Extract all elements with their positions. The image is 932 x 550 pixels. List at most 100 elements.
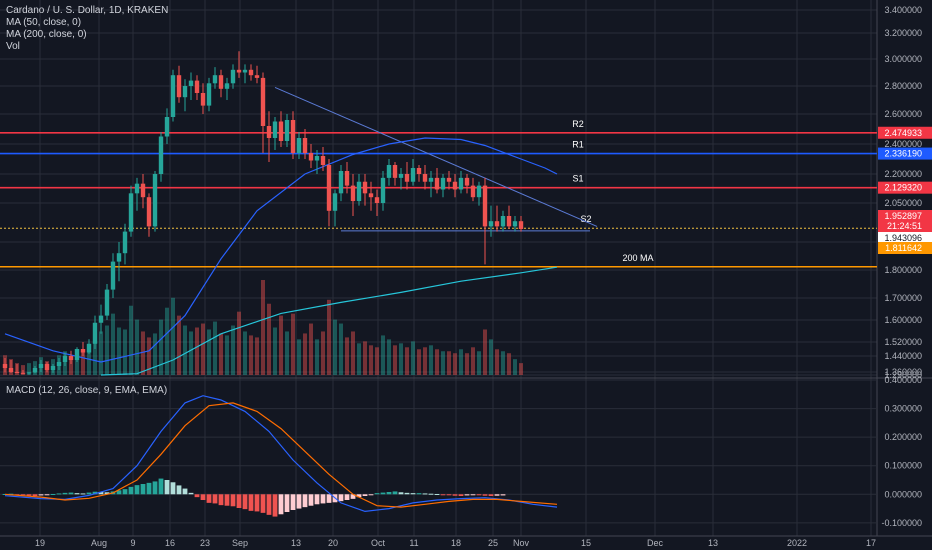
macd-histogram-bar — [278, 494, 284, 515]
candle-body — [290, 120, 296, 153]
price-label-box — [878, 210, 932, 222]
volume-bar — [213, 321, 217, 375]
macd-histogram-bar — [314, 494, 320, 505]
volume-bar — [507, 353, 511, 375]
volume-bar — [267, 303, 271, 375]
candle-body — [506, 216, 512, 227]
candle-body — [266, 126, 272, 138]
macd-histogram-bar — [38, 494, 44, 496]
candle-body — [254, 75, 260, 78]
macd-y-tick-label: 0.300000 — [884, 404, 922, 414]
symbol-title[interactable]: Cardano / U. S. Dollar, 1D, KRAKEN — [6, 5, 169, 16]
candle-body — [134, 183, 140, 194]
candle-body — [110, 261, 116, 290]
volume-bar — [75, 353, 79, 375]
price-label: 2.474933 — [884, 128, 922, 138]
x-tick-label: 9 — [130, 538, 135, 548]
candle-body — [416, 168, 422, 174]
x-tick-label: 13 — [708, 538, 718, 548]
y-tick-label: 3.200000 — [884, 28, 922, 38]
volume-bar — [171, 297, 175, 375]
price-label-box — [878, 242, 932, 254]
x-tick-label: 13 — [291, 538, 301, 548]
macd-histogram-bar — [260, 494, 266, 513]
ma200-line — [100, 266, 558, 376]
price-label: 1.943096 — [884, 233, 922, 243]
x-tick-label: 18 — [451, 538, 461, 548]
candle-body — [140, 183, 146, 198]
macd-histogram-bar — [80, 493, 86, 495]
candle-body — [128, 193, 134, 232]
y-tick-label: 1.440000 — [884, 351, 922, 361]
volume-bar — [369, 345, 373, 375]
macd-histogram-bar — [272, 494, 278, 517]
candle-body — [392, 165, 398, 178]
volume-bar — [183, 325, 187, 375]
macd-histogram-bar — [452, 494, 458, 496]
macd-histogram-bar — [500, 494, 506, 496]
x-tick-label: 17 — [866, 538, 876, 548]
candle-body — [320, 156, 326, 165]
macd-histogram-bar — [374, 493, 380, 495]
macd-histogram-bar — [194, 494, 200, 498]
indicator-macd[interactable]: MACD (12, 26, close, 9, EMA, EMA) — [6, 385, 168, 396]
candle-body — [338, 171, 344, 194]
x-tick-label: 20 — [328, 538, 338, 548]
candle-body — [260, 77, 266, 126]
macd-legend: MACD (12, 26, close, 9, EMA, EMA) — [6, 385, 167, 397]
candle-body — [32, 368, 38, 373]
volume-bar — [519, 363, 523, 375]
macd-histogram-bar — [356, 494, 362, 498]
candle-body — [236, 69, 242, 73]
candle-body — [410, 168, 416, 182]
candle-body — [122, 231, 128, 254]
grid-lines — [0, 0, 932, 537]
indicator-volume[interactable]: Vol — [6, 41, 20, 52]
candle-body — [368, 193, 374, 198]
macd-histogram-bar — [50, 494, 56, 495]
macd-histogram-bar — [350, 494, 356, 499]
volume-bar — [261, 280, 265, 375]
macd-histogram-bar — [116, 490, 122, 495]
indicator-ma200[interactable]: MA (200, close, 0) — [6, 29, 87, 40]
macd-y-tick-label: 0.400000 — [884, 375, 922, 385]
macd-histogram-bar — [236, 494, 242, 508]
macd-histogram-bar — [140, 484, 146, 495]
volume-bar — [513, 359, 517, 375]
candle-body — [8, 368, 14, 372]
volume-bar — [375, 347, 379, 375]
price-label-box — [878, 232, 932, 244]
macd-histogram-bar — [218, 494, 224, 506]
macd-histogram-bar — [380, 492, 386, 495]
candle-body — [182, 86, 188, 98]
price-label: 2.129320 — [884, 183, 922, 193]
macd-histogram-bar — [428, 493, 434, 495]
candle-body — [356, 181, 362, 202]
candle-body — [248, 69, 254, 76]
volume-bar — [123, 329, 127, 375]
y-tick-label: 1.360000 — [884, 367, 922, 377]
volume-bar — [399, 343, 403, 375]
volume-bar — [255, 337, 259, 375]
candle-body — [38, 364, 44, 368]
candle-body — [242, 69, 248, 73]
candle-body — [278, 121, 284, 141]
indicator-ma50[interactable]: MA (50, close, 0) — [6, 17, 82, 28]
volume-bar — [411, 341, 415, 375]
volume-bar — [207, 329, 211, 375]
candle-body — [80, 349, 86, 353]
volume-bar — [177, 315, 181, 375]
candle-body — [350, 185, 356, 202]
macd-histogram-bar — [494, 494, 500, 496]
candle-body — [158, 136, 164, 174]
macd-y-tick-label: 0.000000 — [884, 489, 922, 499]
volume-bar — [321, 331, 325, 375]
candle-body — [488, 221, 494, 227]
macd-histogram-bar — [416, 493, 422, 495]
volume-bar — [129, 305, 133, 375]
macd-histogram-bar — [404, 492, 410, 495]
volume-bar — [477, 351, 481, 375]
candle-body — [26, 372, 32, 374]
macd-histogram-bar — [410, 493, 416, 495]
